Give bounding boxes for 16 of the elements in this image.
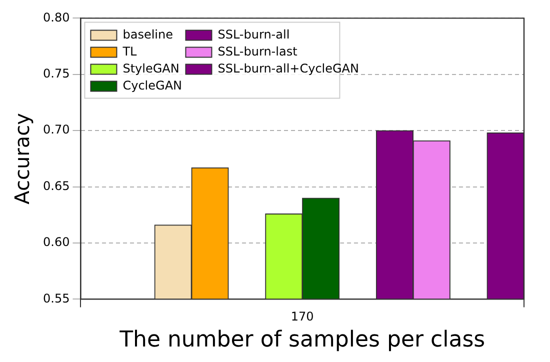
legend-label: StyleGAN — [122, 61, 180, 76]
y-tick-label: 0.75 — [43, 66, 70, 81]
legend-label: CycleGAN — [122, 78, 182, 92]
y-tick-label: 0.60 — [43, 235, 70, 250]
x-axis-title: The number of samples per class — [118, 328, 486, 353]
y-axis-title: Accuracy — [10, 112, 34, 204]
y-tick-label: 0.65 — [43, 178, 70, 193]
y-tick-label: 0.70 — [43, 122, 70, 137]
y-tick-label: 0.80 — [43, 10, 70, 24]
legend-label: SSL-burn-all — [218, 27, 290, 42]
legend-label: SSL-burn-all+CycleGAN — [218, 61, 359, 76]
legend-label: TL — [122, 44, 138, 58]
y-tick-label: 0.55 — [43, 291, 70, 306]
x-tick-label: 170 — [290, 310, 314, 324]
legend-label: baseline — [122, 27, 173, 42]
legend-label: SSL-burn-last — [218, 44, 298, 58]
